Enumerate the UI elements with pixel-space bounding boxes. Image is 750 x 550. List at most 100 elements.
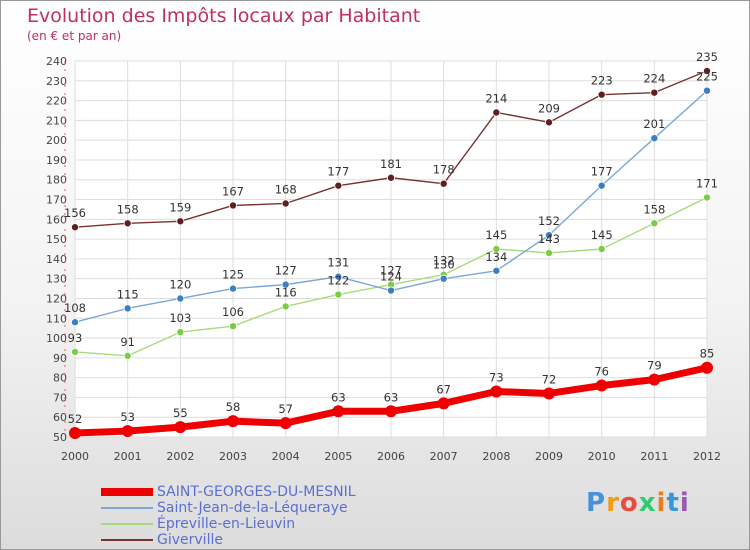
data-point	[386, 286, 395, 295]
y-tick-label: 60	[53, 411, 67, 424]
data-point	[334, 290, 343, 299]
data-point	[490, 385, 503, 398]
data-label: 85	[700, 347, 715, 361]
x-tick-label: 2002	[166, 450, 194, 463]
data-label: 177	[591, 165, 613, 179]
y-tick-label: 70	[53, 391, 67, 404]
data-label: 124	[380, 270, 402, 284]
data-label: 214	[485, 91, 507, 105]
data-point	[703, 86, 712, 95]
data-label: 224	[643, 72, 665, 86]
data-point	[228, 284, 237, 293]
logo-letter: o	[619, 488, 639, 518]
data-label: 178	[433, 163, 455, 177]
data-point	[648, 373, 661, 386]
data-label: 159	[169, 200, 191, 214]
data-label: 63	[331, 390, 346, 404]
legend-swatch-saint-georges	[101, 488, 153, 496]
data-label: 158	[643, 202, 665, 216]
data-label: 132	[433, 254, 455, 268]
x-tick-label: 2011	[640, 450, 668, 463]
data-point	[545, 231, 554, 240]
data-label: 106	[222, 305, 244, 319]
data-label: 181	[380, 157, 402, 171]
data-label: 91	[120, 335, 135, 349]
y-tick-label: 130	[46, 273, 67, 286]
data-label: 79	[647, 359, 662, 373]
data-point	[650, 134, 659, 143]
data-point	[71, 347, 80, 356]
x-tick-label: 2008	[482, 450, 510, 463]
y-tick-label: 80	[53, 372, 67, 385]
data-point	[174, 421, 187, 434]
legend-label: Épreville-en-Lieuvin	[157, 516, 296, 532]
data-label: 225	[696, 70, 718, 84]
data-point	[703, 193, 712, 202]
data-label: 116	[275, 285, 297, 299]
logo-letter: i	[656, 488, 667, 518]
data-point	[650, 88, 659, 97]
y-tick-label: 120	[46, 292, 67, 305]
legend-swatch-giverville	[101, 539, 153, 541]
data-point	[334, 181, 343, 190]
y-tick-label: 100	[46, 332, 67, 345]
data-point	[121, 425, 134, 438]
y-tick-label: 50	[53, 431, 67, 444]
data-label: 177	[327, 165, 349, 179]
data-point	[281, 302, 290, 311]
data-point	[492, 244, 501, 253]
y-tick-label: 200	[46, 134, 67, 147]
chart-title: Evolution des Impôts locaux par Habitant	[27, 5, 421, 27]
data-label: 152	[538, 214, 560, 228]
data-label: 127	[275, 264, 297, 278]
logo-letter: x	[638, 488, 657, 518]
data-label: 145	[591, 228, 613, 242]
data-point	[492, 108, 501, 117]
data-point	[123, 304, 132, 313]
data-point	[386, 173, 395, 182]
y-tick-label: 160	[46, 213, 67, 226]
x-tick-label: 2004	[272, 450, 300, 463]
data-label: 167	[222, 184, 244, 198]
data-label: 158	[117, 202, 139, 216]
data-point	[701, 361, 713, 374]
data-label: 52	[68, 412, 83, 426]
data-point	[123, 351, 132, 360]
data-label: 58	[226, 400, 241, 414]
data-label: 103	[169, 311, 191, 325]
data-point	[176, 217, 185, 226]
data-label: 171	[696, 177, 718, 191]
data-label: 201	[643, 117, 665, 131]
data-point	[439, 179, 448, 188]
data-point	[492, 266, 501, 275]
data-point	[650, 219, 659, 228]
data-point	[543, 387, 555, 400]
data-point	[332, 405, 345, 418]
data-label: 57	[278, 402, 293, 416]
data-point	[176, 294, 185, 303]
data-label: 93	[68, 331, 83, 345]
data-label: 76	[594, 365, 609, 379]
data-point	[228, 201, 237, 210]
y-tick-label: 240	[46, 55, 67, 68]
data-label: 156	[64, 206, 86, 220]
data-point	[545, 118, 554, 127]
data-label: 55	[173, 406, 188, 420]
y-tick-label: 110	[46, 312, 67, 325]
logo-letter: t	[666, 488, 680, 518]
data-label: 63	[384, 390, 399, 404]
y-tick-label: 90	[53, 352, 67, 365]
data-point	[597, 181, 606, 190]
x-tick-label: 2005	[324, 450, 352, 463]
x-tick-label: 2003	[219, 450, 247, 463]
data-point	[703, 66, 712, 75]
data-label: 73	[489, 370, 504, 384]
data-point	[281, 199, 290, 208]
data-point	[595, 379, 608, 392]
data-label: 130	[433, 258, 455, 272]
y-tick-label: 140	[46, 253, 67, 266]
data-point	[123, 219, 132, 228]
data-label: 127	[380, 264, 402, 278]
